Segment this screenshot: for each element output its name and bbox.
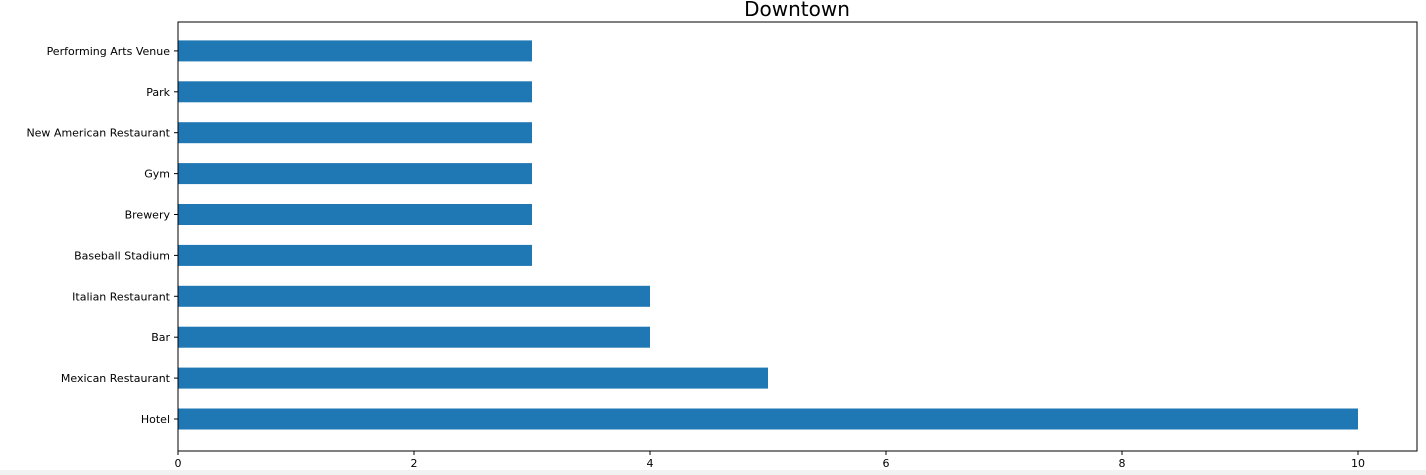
y-tick-label: Mexican Restaurant bbox=[61, 372, 171, 385]
bar-bar bbox=[178, 326, 650, 348]
x-tick-label: 10 bbox=[1351, 457, 1365, 470]
x-tick-label: 0 bbox=[175, 457, 182, 470]
bar-gym bbox=[178, 163, 532, 185]
y-tick-label: Park bbox=[146, 86, 170, 99]
bar-hotel bbox=[178, 408, 1358, 430]
bar-new-american-restaurant bbox=[178, 122, 532, 144]
y-tick-label: New American Restaurant bbox=[26, 127, 170, 140]
y-tick-label: Hotel bbox=[141, 413, 170, 426]
bar-baseball-stadium bbox=[178, 244, 532, 266]
y-tick-label: Baseball Stadium bbox=[74, 249, 170, 262]
bar-mexican-restaurant bbox=[178, 367, 768, 389]
bar-brewery bbox=[178, 204, 532, 225]
x-axis: 0 2 4 6 8 10 bbox=[175, 451, 1365, 470]
x-tick-label: 6 bbox=[883, 457, 890, 470]
chart-title: Downtown bbox=[744, 0, 850, 21]
plot-frame bbox=[177, 21, 1418, 452]
x-tick-label: 4 bbox=[647, 457, 654, 470]
bars-layer bbox=[178, 40, 1358, 430]
y-tick-label: Bar bbox=[151, 331, 170, 344]
bar-italian-restaurant bbox=[178, 285, 650, 307]
bar-performing-arts-venue bbox=[178, 40, 532, 62]
y-tick-label: Brewery bbox=[125, 209, 171, 222]
y-tick-label: Italian Restaurant bbox=[72, 290, 171, 303]
y-axis: Hotel Mexican Restaurant Bar Italian Restau… bbox=[26, 45, 178, 426]
x-tick-label: 2 bbox=[411, 457, 418, 470]
x-tick-label: 8 bbox=[1119, 457, 1126, 470]
y-tick-label: Gym bbox=[144, 168, 170, 181]
y-tick-label: Performing Arts Venue bbox=[47, 45, 171, 58]
bar-park bbox=[178, 81, 532, 103]
bottom-strip bbox=[0, 470, 1426, 475]
